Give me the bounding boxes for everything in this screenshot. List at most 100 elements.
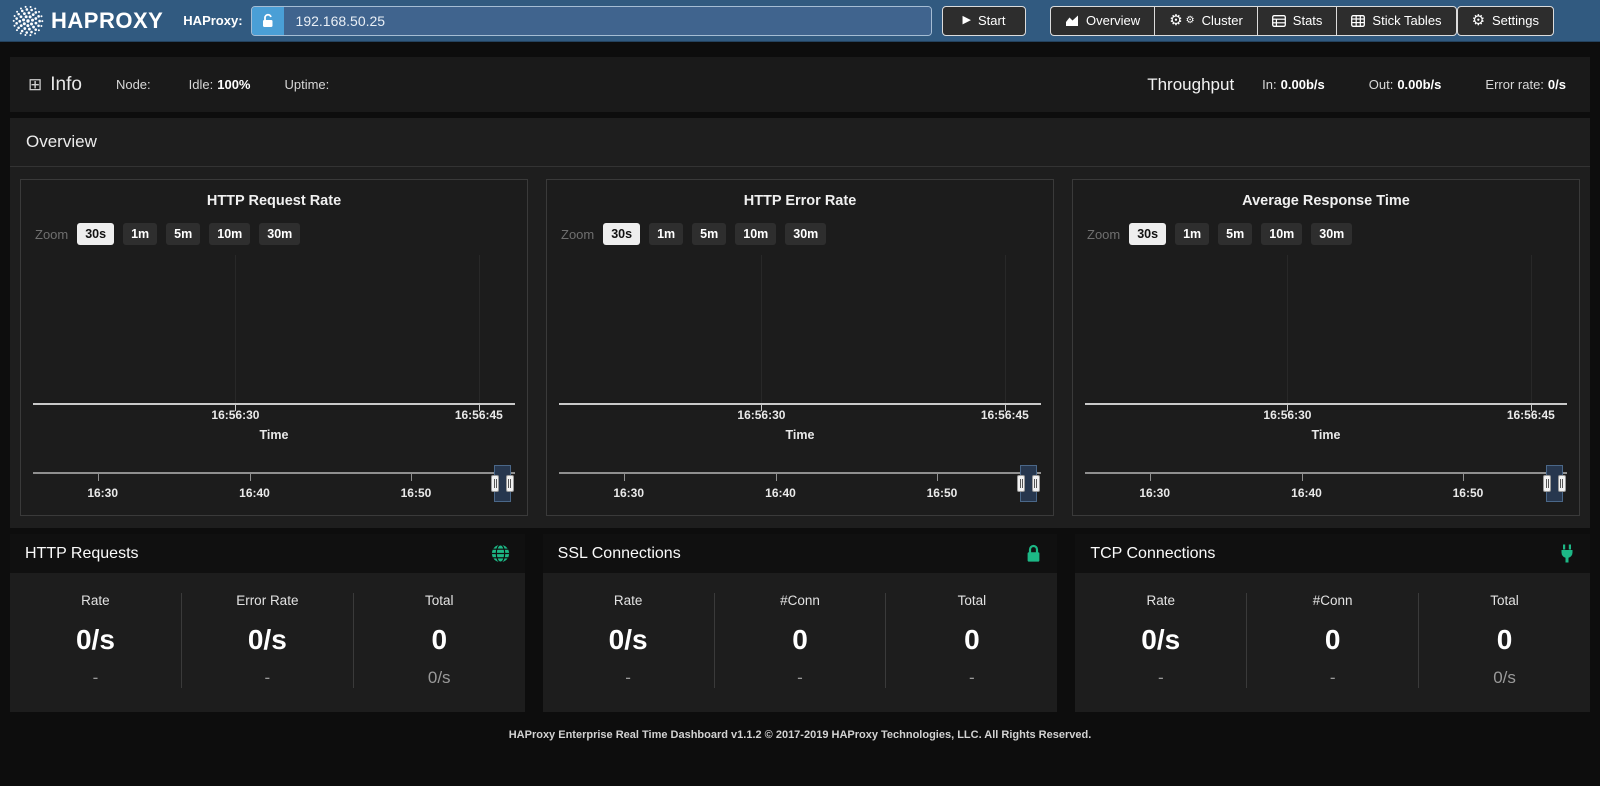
- zoom-5m-button[interactable]: 5m: [166, 223, 201, 245]
- throughput-in: In: 0.00b/s: [1262, 77, 1325, 92]
- stat-sub-value: -: [264, 668, 271, 687]
- zoom-30s-button[interactable]: 30s: [603, 223, 641, 245]
- play-icon: ▶: [962, 14, 971, 26]
- stat-sub-value: -: [969, 668, 975, 687]
- throughput-title: Throughput: [1147, 74, 1235, 94]
- settings-button[interactable]: ⚙ Settings: [1456, 5, 1554, 36]
- zoom-30s-button[interactable]: 30s: [1129, 223, 1167, 245]
- tab-cluster[interactable]: ⚙ ⚙ Cluster: [1154, 5, 1257, 36]
- zoom-controls: Zoom 30s 1m 5m 10m 30m: [1087, 223, 1579, 245]
- panel-http-requests: HTTP Requests Rate 0/s - Error Rate 0/s …: [10, 534, 525, 712]
- chart-http-request-rate: HTTP Request Rate Zoom 30s 1m 5m 10m 30m…: [20, 179, 528, 516]
- panel-tcp-connections: TCP Connections Rate 0/s - #Conn 0 - Tot…: [1075, 534, 1590, 712]
- stat-value: 0/s: [608, 624, 648, 655]
- chart-title: HTTP Request Rate: [206, 193, 342, 209]
- navigator-tick: [775, 474, 777, 481]
- info-label: Info: [50, 73, 82, 95]
- navigator-handle-right[interactable]: [505, 475, 514, 492]
- axis-tick: [761, 405, 763, 411]
- zoom-30s-button[interactable]: 30s: [77, 223, 115, 245]
- plot-area[interactable]: [559, 255, 1041, 411]
- charts-row: HTTP Request Rate Zoom 30s 1m 5m 10m 30m…: [10, 167, 1590, 516]
- range-navigator[interactable]: 16:30 16:40 16:50: [559, 465, 1041, 515]
- navigator-handle-left[interactable]: [1017, 475, 1026, 492]
- globe-icon: [491, 544, 509, 563]
- stat-value: 0/s: [75, 624, 115, 655]
- navigator-handle-right[interactable]: [1031, 475, 1040, 492]
- zoom-10m-button[interactable]: 10m: [209, 223, 251, 245]
- zoom-30m-button[interactable]: 30m: [1311, 223, 1353, 245]
- zoom-1m-button[interactable]: 1m: [1175, 223, 1210, 245]
- navigator-tick-label: 16:30: [1139, 486, 1171, 500]
- zoom-30m-button[interactable]: 30m: [259, 223, 301, 245]
- navigator-selected-range[interactable]: [491, 465, 514, 502]
- stat-conn: #Conn 0 -: [713, 593, 886, 688]
- navigator-selected-range[interactable]: [1543, 465, 1566, 502]
- throughput-out-value: 0.00b/s: [1397, 77, 1442, 92]
- axis-tick: [478, 405, 480, 411]
- footer-copyright: HAProxy Enterprise Real Time Dashboard v…: [508, 729, 1092, 741]
- navigator-handle-right[interactable]: [1557, 475, 1566, 492]
- gears-icon-small: ⚙: [1185, 14, 1195, 26]
- uptime-field: Uptime:: [284, 77, 330, 92]
- overview-section: Overview HTTP Request Rate Zoom 30s 1m 5…: [10, 118, 1590, 528]
- navigator-handle-left[interactable]: [1543, 475, 1552, 492]
- x-axis-labels: 16:56:30 16:56:45: [1085, 405, 1567, 423]
- axis-tick: [1004, 405, 1006, 411]
- tab-stick-tables[interactable]: Stick Tables: [1336, 5, 1457, 36]
- navigator-selected-range[interactable]: [1017, 465, 1040, 502]
- x-axis-title: Time: [785, 428, 815, 442]
- panel-header: TCP Connections: [1075, 534, 1590, 573]
- navigator-tick: [411, 474, 413, 481]
- tab-stats[interactable]: Stats: [1256, 5, 1337, 36]
- stat-value: 0/s: [1141, 624, 1181, 655]
- stat-label: Error Rate: [236, 593, 299, 608]
- zoom-1m-button[interactable]: 1m: [649, 223, 684, 245]
- top-navbar: HAPROXY HAProxy: ▶ Start Overview ⚙⚙ Clu…: [0, 0, 1600, 42]
- axis-tick-label: 16:56:30: [211, 408, 260, 422]
- panel-title: TCP Connections: [1090, 544, 1216, 562]
- gridline: [235, 255, 237, 403]
- zoom-10m-button[interactable]: 10m: [735, 223, 777, 245]
- plot-area[interactable]: [1085, 255, 1567, 411]
- stat-total: Total 0 -: [885, 593, 1057, 688]
- zoom-1m-button[interactable]: 1m: [123, 223, 158, 245]
- navigator-tick: [937, 474, 939, 481]
- x-axis-labels: 16:56:30 16:56:45: [559, 405, 1041, 423]
- range-navigator[interactable]: 16:30 16:40 16:50: [33, 465, 515, 515]
- start-button-label: Start: [978, 13, 1006, 28]
- table-list-icon: [1271, 14, 1286, 27]
- zoom-30m-button[interactable]: 30m: [785, 223, 827, 245]
- view-switch-group: Overview ⚙ ⚙ Cluster Stats Stick Table: [1050, 5, 1457, 36]
- axis-tick-label: 16:56:45: [454, 408, 503, 422]
- stat-error-rate: Error Rate 0/s -: [180, 593, 353, 688]
- start-button[interactable]: ▶ Start: [942, 5, 1026, 36]
- navigator-axis: [1085, 472, 1567, 474]
- navigator-handle-left[interactable]: [491, 475, 500, 492]
- range-navigator[interactable]: 16:30 16:40 16:50: [1085, 465, 1567, 515]
- zoom-controls: Zoom 30s 1m 5m 10m 30m: [35, 223, 527, 245]
- tab-overview[interactable]: Overview: [1050, 5, 1155, 36]
- stat-sub-value: -: [1329, 668, 1336, 687]
- gridline: [1004, 255, 1006, 403]
- stat-value: 0: [964, 624, 980, 655]
- table-grid-icon: [1351, 14, 1366, 27]
- stat-value: 0/s: [247, 624, 287, 655]
- stat-sub-value: -: [625, 668, 631, 687]
- plug-icon: [1561, 544, 1573, 563]
- expand-icon: ⊞: [28, 74, 43, 94]
- unlock-icon-button[interactable]: [251, 6, 284, 35]
- stat-panels-row: HTTP Requests Rate 0/s - Error Rate 0/s …: [10, 534, 1590, 712]
- zoom-5m-button[interactable]: 5m: [1218, 223, 1253, 245]
- x-axis-title: Time: [1311, 428, 1341, 442]
- zoom-5m-button[interactable]: 5m: [692, 223, 727, 245]
- navigator-tick: [1150, 474, 1152, 481]
- panel-header: SSL Connections: [542, 534, 1058, 573]
- info-toggle[interactable]: ⊞ Info: [28, 74, 82, 96]
- panel-title: HTTP Requests: [25, 544, 139, 562]
- zoom-10m-button[interactable]: 10m: [1261, 223, 1303, 245]
- plot-area[interactable]: [33, 255, 515, 411]
- address-input-group: [250, 5, 932, 36]
- lock-icon: [1027, 544, 1040, 562]
- address-input[interactable]: [283, 6, 931, 35]
